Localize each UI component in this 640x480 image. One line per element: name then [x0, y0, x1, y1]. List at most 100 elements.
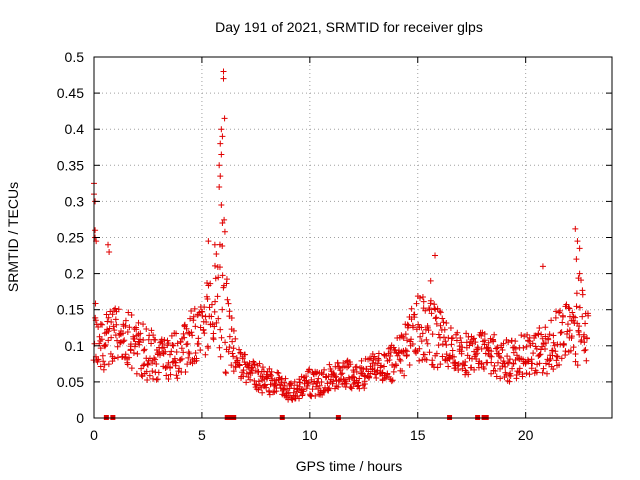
- x-tick-label: 0: [90, 427, 98, 443]
- data-point: [496, 350, 503, 357]
- data-point: [272, 381, 279, 388]
- data-point: [549, 352, 556, 359]
- data-point: [335, 383, 342, 390]
- data-point: [222, 370, 229, 377]
- data-point: [433, 350, 440, 357]
- data-point: [574, 362, 581, 369]
- data-point: [140, 347, 147, 354]
- data-point: [184, 361, 191, 368]
- data-point: [455, 367, 462, 374]
- data-point: [550, 332, 557, 339]
- outlier-point: [205, 238, 212, 245]
- data-point: [144, 360, 151, 367]
- data-point: [268, 368, 275, 375]
- data-point: [174, 340, 181, 347]
- data-point: [488, 353, 495, 360]
- y-tick-label: 0.2: [65, 266, 85, 282]
- data-point: [550, 339, 557, 346]
- data-point: [428, 310, 435, 317]
- data-point: [539, 369, 546, 376]
- data-point: [509, 365, 516, 372]
- data-point: [429, 357, 436, 364]
- data-point: [507, 372, 514, 379]
- data-point: [187, 315, 194, 322]
- data-point: [137, 330, 144, 337]
- data-point: [146, 372, 153, 379]
- data-point: [563, 301, 570, 308]
- data-point: [393, 362, 400, 369]
- data-point: [201, 330, 208, 337]
- y-tick-label: 0: [76, 410, 84, 426]
- data-point: [325, 373, 332, 380]
- data-point: [119, 330, 126, 337]
- data-point: [183, 341, 190, 348]
- axis-ticks: 0 0.05 0.1 0.15 0.2 0.25 0.3 0.35 0.4 0.45 0.5 0 5 10…: [57, 49, 612, 443]
- data-point: [95, 356, 102, 363]
- data-point: [242, 351, 249, 358]
- data-point: [122, 317, 129, 324]
- outlier-point: [539, 263, 546, 270]
- data-point: [250, 358, 257, 365]
- data-point: [435, 331, 442, 338]
- data-point: [408, 305, 415, 312]
- data-point: [474, 344, 481, 351]
- data-point: [106, 325, 113, 332]
- data-point: [488, 348, 495, 355]
- data-point: [419, 330, 426, 337]
- data-point: [465, 371, 472, 378]
- data-point: [192, 323, 199, 330]
- data-point: [153, 376, 160, 383]
- data-point: [576, 323, 583, 330]
- data-point: [199, 308, 206, 315]
- data-point: [367, 370, 374, 377]
- data-point: [505, 359, 512, 366]
- data-point: [177, 339, 184, 346]
- data-point: [309, 381, 316, 388]
- data-point: [409, 322, 416, 329]
- data-point: [485, 339, 492, 346]
- data-point: [100, 366, 107, 373]
- data-point: [416, 295, 423, 302]
- data-point: [316, 382, 323, 389]
- x-tick-label: 10: [302, 427, 318, 443]
- data-point: [230, 327, 237, 334]
- data-point: [402, 347, 409, 354]
- data-point: [229, 350, 236, 357]
- data-point: [547, 355, 554, 362]
- data-point: [573, 303, 580, 310]
- data-point: [490, 337, 497, 344]
- data-point: [143, 326, 150, 333]
- data-point: [450, 353, 457, 360]
- data-point: [373, 375, 380, 382]
- data-point: [581, 331, 588, 338]
- data-point: [497, 375, 504, 382]
- data-point: [267, 381, 274, 388]
- data-point: [408, 336, 415, 343]
- data-point: [324, 380, 331, 387]
- data-point: [234, 357, 241, 364]
- data-point: [173, 330, 180, 337]
- data-point: [124, 361, 131, 368]
- data-point: [443, 341, 450, 348]
- data-point: [192, 350, 199, 357]
- data-point: [161, 337, 168, 344]
- data-point: [101, 342, 108, 349]
- data-point: [133, 326, 140, 333]
- data-point: [550, 366, 557, 373]
- data-point: [440, 319, 447, 326]
- data-point: [387, 349, 394, 356]
- data-point: [177, 356, 184, 363]
- data-point: [266, 387, 273, 394]
- data-point: [97, 363, 104, 370]
- y-tick-label: 0.1: [65, 338, 85, 354]
- data-point: [284, 385, 291, 392]
- data-point: [420, 298, 427, 305]
- data-point: [558, 355, 565, 362]
- data-point: [221, 228, 228, 235]
- data-point: [508, 337, 515, 344]
- data-point: [160, 344, 167, 351]
- data-point: [413, 300, 420, 307]
- data-point: [437, 322, 444, 329]
- data-point: [381, 375, 388, 382]
- data-point: [168, 348, 175, 355]
